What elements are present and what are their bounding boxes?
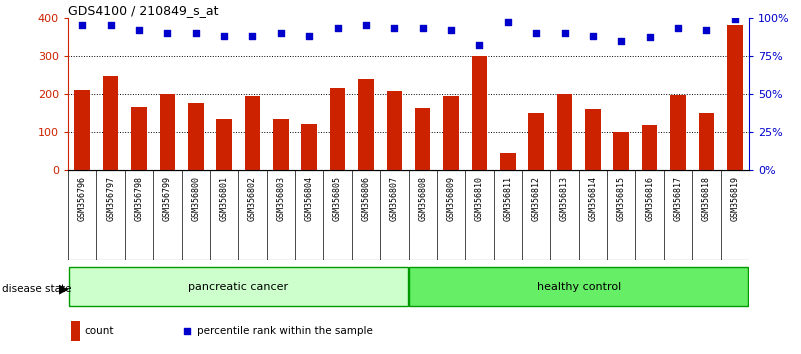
Point [275, 30, 288, 36]
Bar [614, 132, 629, 170]
Bar [330, 88, 345, 170]
Text: GSM356802: GSM356802 [248, 176, 257, 221]
Point [388, 25, 400, 31]
Text: GSM356803: GSM356803 [276, 176, 285, 221]
Bar [585, 109, 601, 170]
Bar [698, 113, 714, 170]
Bar [358, 79, 374, 170]
Text: GSM356798: GSM356798 [135, 176, 143, 221]
Text: GSM356810: GSM356810 [475, 176, 484, 221]
FancyBboxPatch shape [69, 267, 408, 306]
Text: GSM356811: GSM356811 [503, 176, 513, 221]
Text: GSM356814: GSM356814 [589, 176, 598, 221]
Text: GSM356806: GSM356806 [361, 176, 370, 221]
Point [360, 22, 372, 28]
Text: GSM356819: GSM356819 [731, 176, 739, 221]
Text: GSM356800: GSM356800 [191, 176, 200, 221]
Bar [500, 153, 516, 170]
Point [615, 38, 628, 44]
Bar [188, 103, 203, 170]
Text: GSM356808: GSM356808 [418, 176, 427, 221]
Point [246, 33, 259, 39]
Bar [159, 94, 175, 170]
Bar [642, 125, 658, 170]
Point [417, 25, 429, 31]
Text: GSM356818: GSM356818 [702, 176, 710, 221]
Bar [472, 56, 487, 170]
Bar [670, 95, 686, 170]
Text: healthy control: healthy control [537, 282, 621, 292]
Point [303, 33, 316, 39]
Point [529, 30, 542, 36]
Text: GSM356805: GSM356805 [333, 176, 342, 221]
Text: percentile rank within the sample: percentile rank within the sample [198, 326, 373, 336]
Text: GSM356807: GSM356807 [390, 176, 399, 221]
Text: GSM356797: GSM356797 [107, 176, 115, 221]
Text: GSM356799: GSM356799 [163, 176, 172, 221]
Point [104, 22, 117, 28]
Text: GSM356815: GSM356815 [617, 176, 626, 221]
Point [445, 27, 457, 33]
Point [671, 25, 684, 31]
Point [558, 30, 571, 36]
Bar [244, 96, 260, 170]
Bar [557, 94, 573, 170]
Text: GSM356796: GSM356796 [78, 176, 87, 221]
Point [643, 35, 656, 40]
Bar [71, 321, 79, 341]
Bar [103, 75, 119, 170]
Bar [216, 119, 232, 170]
Bar [727, 25, 743, 170]
Text: GDS4100 / 210849_s_at: GDS4100 / 210849_s_at [68, 4, 219, 17]
Point [331, 25, 344, 31]
Point [473, 42, 486, 48]
Bar [415, 108, 430, 170]
Bar [387, 91, 402, 170]
Text: pancreatic cancer: pancreatic cancer [188, 282, 288, 292]
Point [728, 16, 741, 22]
Text: GSM356817: GSM356817 [674, 176, 682, 221]
Point [218, 33, 231, 39]
Bar [443, 96, 459, 170]
Point [161, 30, 174, 36]
Bar [74, 90, 90, 170]
Bar [529, 113, 544, 170]
Point [76, 22, 89, 28]
Point [700, 27, 713, 33]
Text: disease state: disease state [2, 284, 71, 293]
Bar [273, 119, 288, 170]
Bar [301, 124, 317, 170]
Bar [131, 107, 147, 170]
Point [181, 328, 194, 334]
Point [501, 19, 514, 25]
Text: GSM356804: GSM356804 [304, 176, 314, 221]
Point [133, 27, 146, 33]
Point [189, 30, 202, 36]
Text: count: count [84, 326, 114, 336]
Text: GSM356813: GSM356813 [560, 176, 569, 221]
Text: GSM356809: GSM356809 [447, 176, 456, 221]
FancyBboxPatch shape [409, 267, 748, 306]
Text: GSM356816: GSM356816 [645, 176, 654, 221]
Text: GSM356801: GSM356801 [219, 176, 228, 221]
Point [586, 33, 599, 39]
Text: ▶: ▶ [59, 282, 69, 295]
Text: GSM356812: GSM356812 [532, 176, 541, 221]
